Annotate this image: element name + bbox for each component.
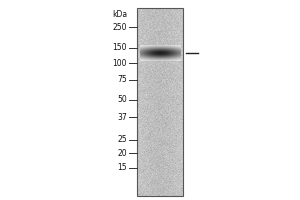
Text: 250: 250 bbox=[112, 22, 127, 31]
Text: 100: 100 bbox=[112, 58, 127, 68]
Text: 15: 15 bbox=[117, 164, 127, 172]
Text: 25: 25 bbox=[117, 136, 127, 144]
Text: 50: 50 bbox=[117, 96, 127, 104]
Text: kDa: kDa bbox=[112, 10, 127, 19]
Text: 20: 20 bbox=[117, 148, 127, 158]
Text: 150: 150 bbox=[112, 44, 127, 52]
Text: 37: 37 bbox=[117, 112, 127, 121]
Text: 75: 75 bbox=[117, 75, 127, 84]
Bar bbox=[137, 8, 183, 196]
